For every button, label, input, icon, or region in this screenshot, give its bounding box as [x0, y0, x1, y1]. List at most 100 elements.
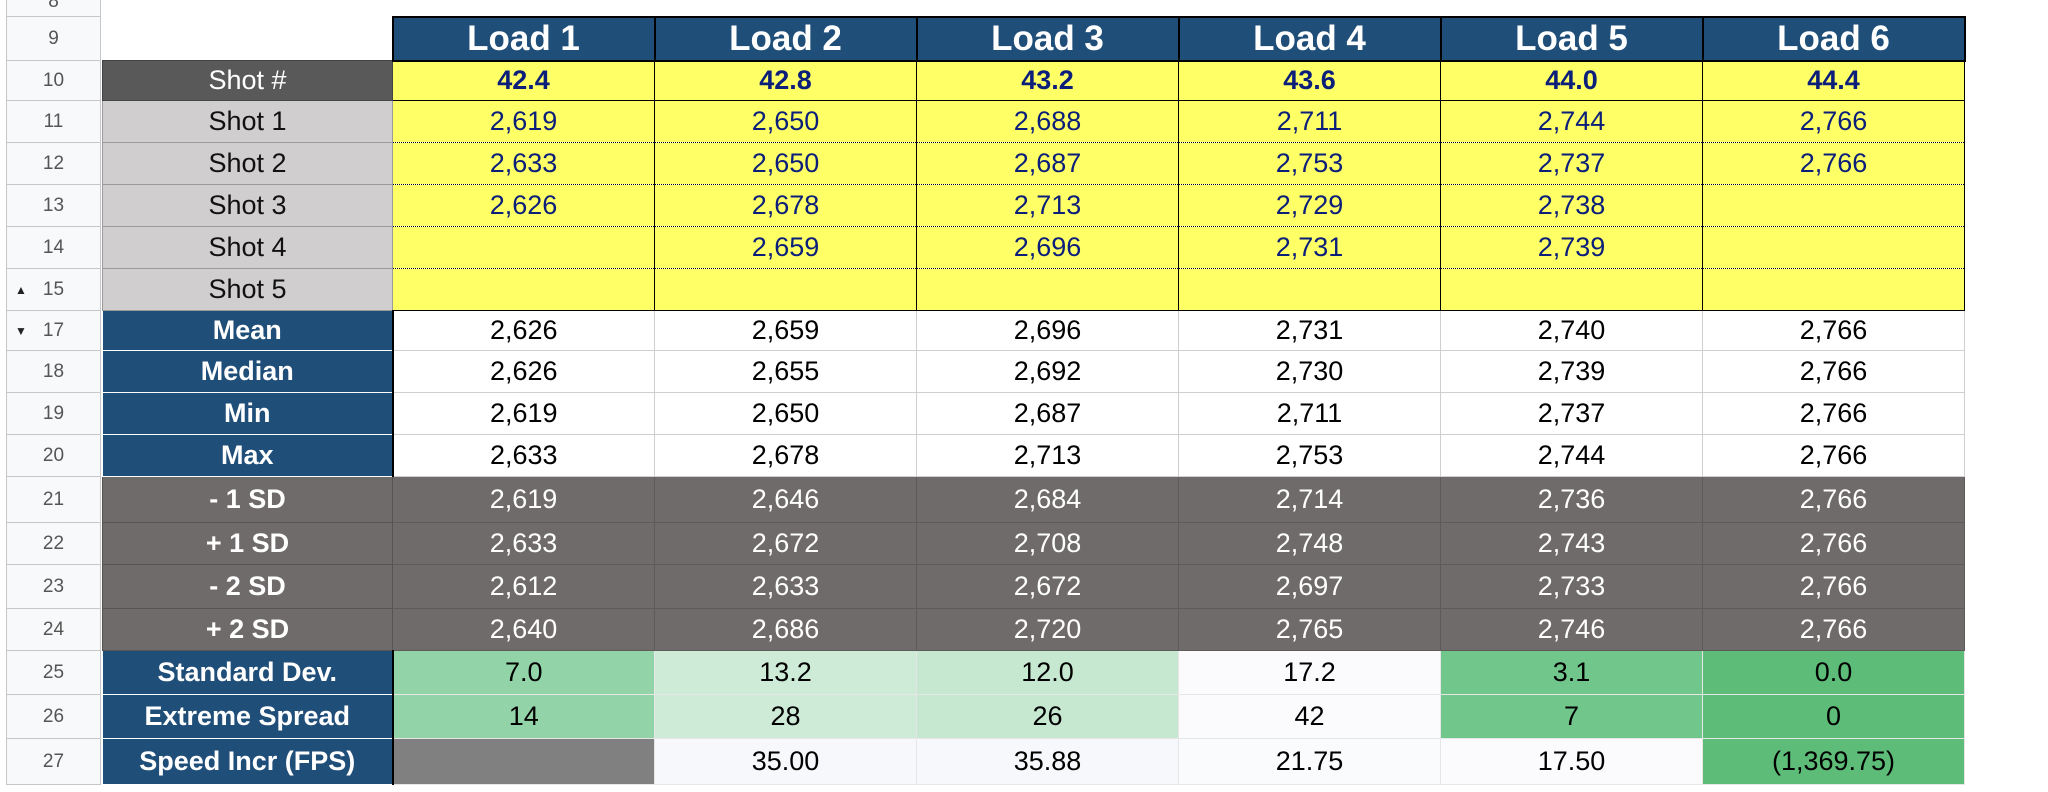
velocity-cell[interactable]: 2,731 — [1178, 226, 1441, 269]
velocity-cell[interactable] — [392, 226, 655, 269]
load-header[interactable]: Load 2 — [653, 15, 918, 62]
velocity-cell[interactable]: 2,688 — [916, 100, 1179, 143]
stat-label[interactable]: Median — [102, 350, 394, 393]
velocity-cell[interactable] — [1702, 226, 1965, 269]
row-header-21[interactable]: 21 — [6, 476, 101, 523]
stat-cell[interactable]: 2,626 — [392, 310, 655, 351]
sd-label[interactable]: + 1 SD — [102, 522, 393, 565]
stat-cell[interactable]: 2,740 — [1440, 310, 1703, 351]
velocity-cell[interactable]: 2,766 — [1702, 142, 1965, 185]
row-header-10[interactable]: 10 — [6, 60, 101, 101]
sd-cell[interactable]: 2,697 — [1178, 564, 1441, 609]
std-dev-cell[interactable]: 17.2 — [1178, 650, 1441, 695]
extreme-spread-cell[interactable]: 14 — [392, 694, 655, 739]
sd-cell[interactable]: 2,640 — [392, 608, 655, 651]
sd-cell[interactable]: 2,766 — [1702, 564, 1965, 609]
row-header-8[interactable]: 8 — [6, 0, 101, 17]
velocity-cell[interactable]: 2,738 — [1440, 184, 1703, 227]
sd-cell[interactable]: 2,714 — [1178, 476, 1441, 523]
row-header-26[interactable]: 26 — [6, 694, 101, 739]
stat-cell[interactable]: 2,687 — [916, 392, 1179, 435]
stat-label[interactable]: Min — [102, 392, 394, 435]
charge-weight-cell[interactable]: 43.2 — [916, 60, 1179, 101]
stat-cell[interactable]: 2,766 — [1702, 350, 1965, 393]
speed-incr-cell[interactable]: (1,369.75) — [1702, 738, 1965, 785]
row-header-22[interactable]: 22 — [6, 522, 101, 565]
speed-incr-cell[interactable]: 17.50 — [1440, 738, 1703, 785]
stat-cell[interactable]: 2,730 — [1178, 350, 1441, 393]
sd-cell[interactable]: 2,736 — [1440, 476, 1703, 523]
sd-cell[interactable]: 2,686 — [654, 608, 917, 651]
sd-cell[interactable]: 2,672 — [654, 522, 917, 565]
stat-cell[interactable]: 2,626 — [392, 350, 655, 393]
shot-label[interactable]: Shot 3 — [102, 184, 393, 227]
velocity-cell[interactable] — [1178, 268, 1441, 311]
sd-cell[interactable]: 2,766 — [1702, 608, 1965, 651]
sd-cell[interactable]: 2,765 — [1178, 608, 1441, 651]
sd-cell[interactable]: 2,619 — [392, 476, 655, 523]
velocity-cell[interactable]: 2,737 — [1440, 142, 1703, 185]
speed-incr-cell[interactable] — [392, 738, 655, 785]
std-dev-cell[interactable]: 3.1 — [1440, 650, 1703, 695]
sd-label[interactable]: + 2 SD — [102, 608, 393, 651]
row-header-19[interactable]: 19 — [6, 392, 101, 435]
expand-down-icon[interactable]: ▼ — [15, 323, 27, 338]
row-header-23[interactable]: 23 — [6, 564, 101, 609]
stat-cell[interactable]: 2,737 — [1440, 392, 1703, 435]
velocity-cell[interactable]: 2,626 — [392, 184, 655, 227]
stat-cell[interactable]: 2,766 — [1702, 310, 1965, 351]
sd-label[interactable]: - 2 SD — [102, 564, 393, 609]
stat-label[interactable]: Max — [102, 434, 394, 477]
row-header-12[interactable]: 12 — [6, 142, 101, 185]
sd-cell[interactable]: 2,672 — [916, 564, 1179, 609]
stat-cell[interactable]: 2,766 — [1702, 434, 1965, 477]
extreme-spread-cell[interactable]: 7 — [1440, 694, 1703, 739]
speed-incr-cell[interactable]: 35.00 — [654, 738, 917, 785]
speed-incr-cell[interactable]: 21.75 — [1178, 738, 1441, 785]
stat-cell[interactable]: 2,766 — [1702, 392, 1965, 435]
extreme-spread-label[interactable]: Extreme Spread — [102, 694, 394, 739]
sd-cell[interactable]: 2,684 — [916, 476, 1179, 523]
stat-cell[interactable]: 2,711 — [1178, 392, 1441, 435]
stat-cell[interactable]: 2,650 — [654, 392, 917, 435]
stat-label[interactable]: Mean — [102, 310, 394, 351]
sd-cell[interactable]: 2,708 — [916, 522, 1179, 565]
charge-weight-cell[interactable]: 43.6 — [1178, 60, 1441, 101]
speed-incr-label[interactable]: Speed Incr (FPS) — [102, 738, 394, 785]
velocity-cell[interactable] — [654, 268, 917, 311]
stat-cell[interactable]: 2,678 — [654, 434, 917, 477]
stat-cell[interactable]: 2,619 — [392, 392, 655, 435]
stat-cell[interactable]: 2,731 — [1178, 310, 1441, 351]
stat-cell[interactable]: 2,633 — [392, 434, 655, 477]
shot-label[interactable]: Shot 5 — [102, 268, 393, 311]
stat-cell[interactable]: 2,655 — [654, 350, 917, 393]
velocity-cell[interactable] — [916, 268, 1179, 311]
shot-number-label[interactable]: Shot # — [102, 60, 393, 101]
row-header-13[interactable]: 13 — [6, 184, 101, 227]
stat-cell[interactable]: 2,744 — [1440, 434, 1703, 477]
stat-cell[interactable]: 2,696 — [916, 310, 1179, 351]
load-header[interactable]: Load 3 — [915, 15, 1180, 62]
sd-cell[interactable]: 2,720 — [916, 608, 1179, 651]
velocity-cell[interactable] — [1702, 268, 1965, 311]
row-header-11[interactable]: 11 — [6, 100, 101, 143]
velocity-cell[interactable] — [392, 268, 655, 311]
shot-label[interactable]: Shot 4 — [102, 226, 393, 269]
std-dev-cell[interactable]: 13.2 — [654, 650, 917, 695]
velocity-cell[interactable]: 2,687 — [916, 142, 1179, 185]
velocity-cell[interactable]: 2,650 — [654, 142, 917, 185]
velocity-cell[interactable] — [1440, 268, 1703, 311]
sd-cell[interactable]: 2,748 — [1178, 522, 1441, 565]
sd-cell[interactable]: 2,612 — [392, 564, 655, 609]
speed-incr-cell[interactable]: 35.88 — [916, 738, 1179, 785]
velocity-cell[interactable]: 2,744 — [1440, 100, 1703, 143]
charge-weight-cell[interactable]: 42.8 — [654, 60, 917, 101]
velocity-cell[interactable]: 2,711 — [1178, 100, 1441, 143]
velocity-cell[interactable]: 2,696 — [916, 226, 1179, 269]
row-header-18[interactable]: 18 — [6, 350, 101, 393]
velocity-cell[interactable]: 2,713 — [916, 184, 1179, 227]
row-header-14[interactable]: 14 — [6, 226, 101, 269]
row-header-20[interactable]: 20 — [6, 434, 101, 477]
charge-weight-cell[interactable]: 42.4 — [392, 60, 655, 101]
velocity-cell[interactable] — [1702, 184, 1965, 227]
